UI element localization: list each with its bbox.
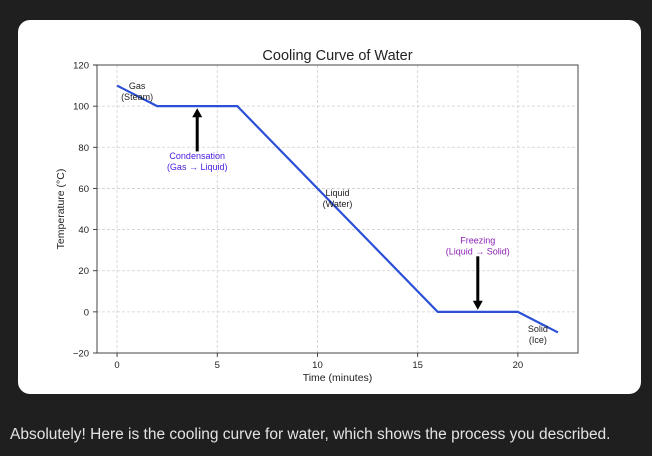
annotation-liquid: (Water) <box>323 199 353 209</box>
annotation-condensation: (Gas → Liquid) <box>167 162 228 172</box>
cooling-curve-line <box>116 84 559 334</box>
x-tick-label: 5 <box>215 360 220 371</box>
annotation-arrow-head <box>192 108 203 118</box>
x-tick-label: 10 <box>312 360 323 371</box>
y-tick-label: 100 <box>73 102 89 113</box>
y-tick-label: 120 <box>73 61 89 72</box>
x-axis-label: Time (minutes) <box>303 372 373 384</box>
chart: Cooling Curve of Water 0 5 10 15 20 −20 0 20 40 60… <box>55 48 579 384</box>
annotation-gas: (Steam) <box>121 92 153 102</box>
annotation-gas: Gas <box>129 81 146 91</box>
annotation-solid: Solid <box>528 324 548 334</box>
x-tick-label: 15 <box>412 360 423 371</box>
chart-card: Cooling Curve of Water 0 5 10 15 20 −20 0 20 40 60… <box>18 20 641 394</box>
x-tick-label: 20 <box>513 360 524 371</box>
y-tick-label: 60 <box>78 184 89 195</box>
plot-frame <box>96 64 579 354</box>
chart-title: Cooling Curve of Water <box>262 48 412 64</box>
assistant-message: Absolutely! Here is the cooling curve fo… <box>10 426 611 443</box>
annotation-solid: (Ice) <box>529 335 547 345</box>
y-tick-label: 40 <box>78 225 89 236</box>
x-tick-label: 0 <box>114 360 119 371</box>
y-tick-label: 20 <box>78 266 89 277</box>
annotation-arrow-head <box>472 300 483 310</box>
y-axis-label: Temperature (°C) <box>55 169 67 250</box>
annotation-condensation: Condensation <box>169 151 225 161</box>
y-tick-label: 80 <box>78 143 89 154</box>
y-tick-label: 0 <box>84 307 89 318</box>
annotation-freezing: (Liquid → Solid) <box>446 247 510 257</box>
y-tick-label: −20 <box>73 349 89 360</box>
annotation-freezing: Freezing <box>460 236 495 246</box>
annotation-liquid: Liquid <box>325 188 349 198</box>
